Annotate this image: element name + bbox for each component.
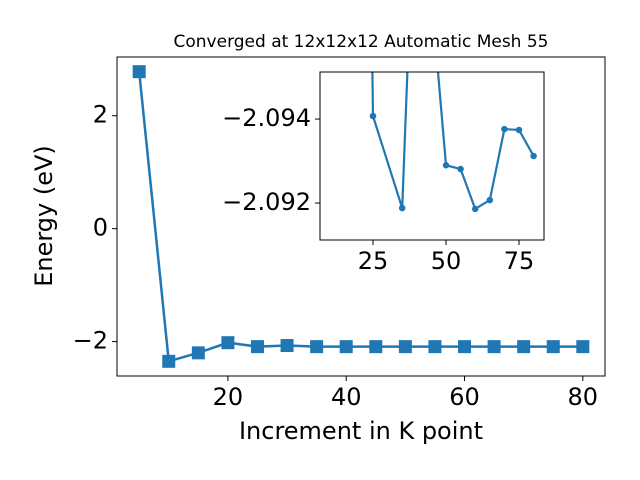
marker <box>369 340 383 354</box>
marker <box>280 339 294 353</box>
chart-title: Converged at 12x12x12 Automatic Mesh 55 <box>174 32 549 52</box>
marker <box>458 340 472 354</box>
line <box>137 71 583 363</box>
x-axis-label: Increment in K point <box>239 417 483 445</box>
marker <box>250 340 264 354</box>
x-tick-label: 60 <box>449 383 480 411</box>
marker <box>369 112 377 120</box>
marker <box>310 340 324 354</box>
x-tick-label: 25 <box>358 247 389 275</box>
y-tick-label: 0 <box>93 214 108 242</box>
marker <box>162 354 176 368</box>
axes-frame <box>116 56 606 377</box>
x-tick-label: 40 <box>331 383 362 411</box>
marker <box>398 340 412 354</box>
marker <box>428 340 442 354</box>
marker <box>398 204 406 212</box>
y-tick-label: −2.092 <box>222 188 311 216</box>
marker <box>191 346 205 360</box>
axes-frame <box>319 71 545 241</box>
marker <box>546 340 560 354</box>
marker <box>442 161 450 169</box>
marker <box>221 336 235 350</box>
plot-layer <box>369 72 537 213</box>
marker <box>471 205 479 213</box>
x-tick-label: 75 <box>504 247 535 275</box>
y-axis-label: Energy (eV) <box>30 145 58 287</box>
marker <box>132 65 146 79</box>
marker <box>576 340 590 354</box>
y-tick-label: 2 <box>93 101 108 129</box>
marker <box>517 340 531 354</box>
y-tick-label: −2.094 <box>222 104 311 132</box>
y-tick-label: −2 <box>73 327 108 355</box>
marker <box>515 126 523 134</box>
marker <box>339 340 353 354</box>
plot-layer <box>132 65 590 368</box>
marker <box>501 125 508 133</box>
x-tick-label: 20 <box>213 383 244 411</box>
marker <box>486 196 494 204</box>
marker <box>530 152 537 160</box>
x-tick-label: 50 <box>431 247 462 275</box>
marker <box>487 340 501 354</box>
x-tick-label: 80 <box>568 383 599 411</box>
plot-area <box>320 72 544 240</box>
marker <box>457 165 464 173</box>
